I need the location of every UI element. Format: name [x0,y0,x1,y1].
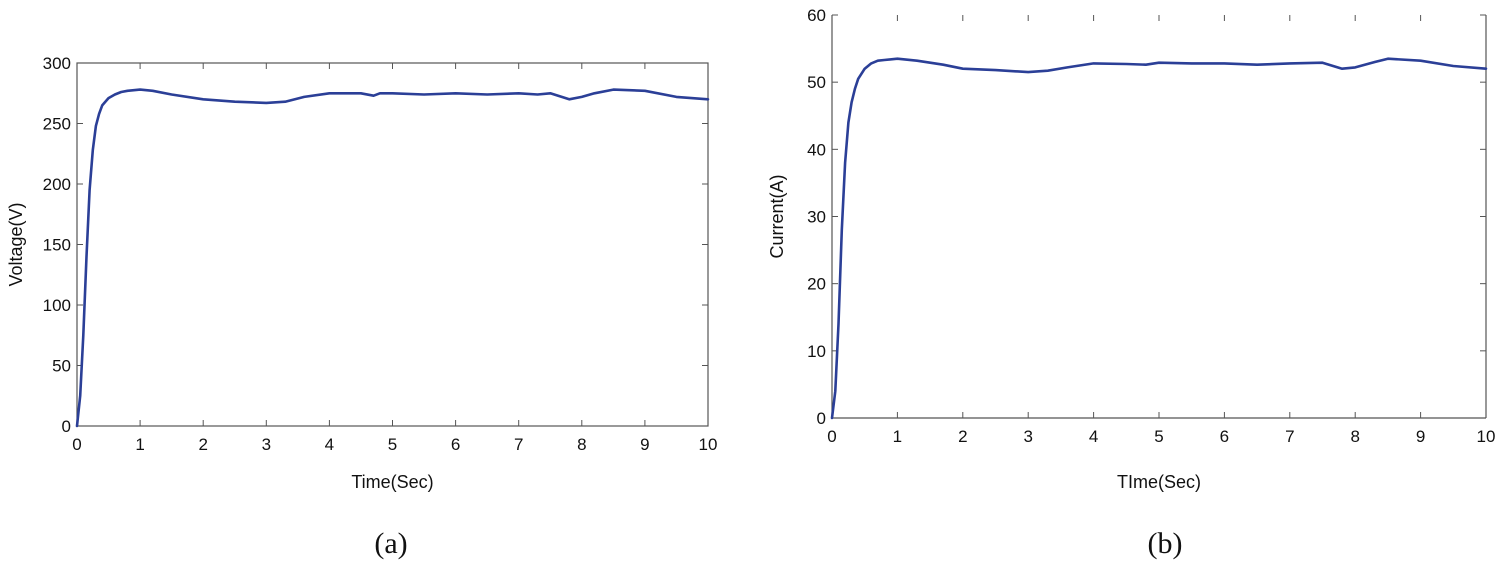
y-tick-label: 20 [807,275,826,294]
x-tick-label: 1 [135,435,144,454]
x-tick-label: 2 [198,435,207,454]
x-axis-label: Time(Sec) [351,472,433,492]
chart-caption: (b) [1148,527,1183,560]
y-tick-label: 200 [43,175,71,194]
x-tick-label: 0 [72,435,81,454]
x-tick-label: 8 [1350,427,1359,446]
series-line [830,57,1488,420]
y-tick-label: 0 [62,417,71,436]
x-tick-label: 9 [640,435,649,454]
series-line [75,88,710,428]
x-tick-label: 1 [893,427,902,446]
plot-frame [76,62,709,427]
y-tick-label: 0 [817,409,826,428]
x-tick-label: 6 [451,435,460,454]
y-tick-label: 30 [807,208,826,227]
x-tick-label: 0 [827,427,836,446]
y-tick-label: 40 [807,140,826,159]
y-tick-label: 50 [52,357,71,376]
y-axis-label: Current(A) [767,174,787,258]
x-tick-label: 3 [1023,427,1032,446]
x-tick-label: 10 [1477,427,1496,446]
x-tick-label: 4 [325,435,334,454]
x-axis-label: TIme(Sec) [1117,472,1201,492]
x-tick-label: 4 [1089,427,1098,446]
x-tick-label: 7 [1285,427,1294,446]
x-tick-label: 2 [958,427,967,446]
y-axis-label: Voltage(V) [6,202,26,286]
y-tick-label: 10 [807,342,826,361]
y-tick-label: 50 [807,73,826,92]
x-tick-label: 3 [262,435,271,454]
x-tick-label: 9 [1416,427,1425,446]
chart-caption: (a) [374,527,407,560]
y-tick-label: 300 [43,54,71,73]
y-tick-label: 60 [807,6,826,25]
y-tick-label: 150 [43,236,71,255]
x-tick-label: 5 [388,435,397,454]
voltage-chart: 0 1 2 3 4 5 6 7 8 9 10050100150200250300Time(Sec)V… [6,54,717,560]
x-tick-label: 6 [1220,427,1229,446]
y-tick-label: 100 [43,296,71,315]
x-tick-label: 10 [699,435,718,454]
x-tick-label: 8 [577,435,586,454]
x-tick-label: 7 [514,435,523,454]
x-tick-label: 5 [1154,427,1163,446]
y-tick-label: 250 [43,115,71,134]
current-chart: 0 1 2 3 4 5 6 7 8 9 10 0 10 20 30 40 50 60 TIme(Sec) Curren… [767,6,1495,560]
